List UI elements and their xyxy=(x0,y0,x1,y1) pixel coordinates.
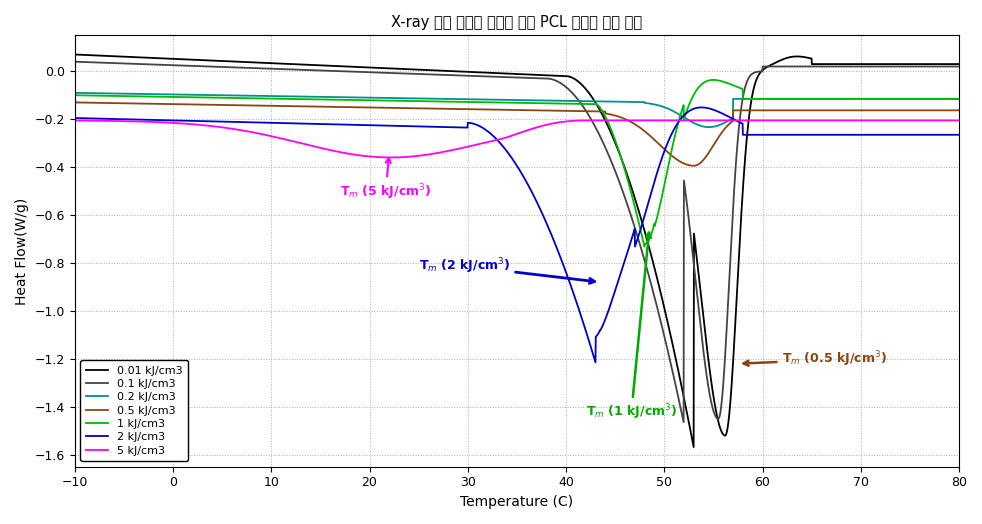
0.01 kJ/cm3 xyxy=(446,68,458,74)
Line: 0.2 kJ/cm3: 0.2 kJ/cm3 xyxy=(75,93,959,127)
Line: 0.01 kJ/cm3: 0.01 kJ/cm3 xyxy=(75,54,959,447)
0.2 kJ/cm3 xyxy=(408,95,419,102)
0.1 kJ/cm3 xyxy=(678,419,689,425)
0.1 kJ/cm3 xyxy=(954,63,965,70)
2 kJ/cm3 xyxy=(222,118,234,125)
0.1 kJ/cm3 xyxy=(408,71,419,77)
0.01 kJ/cm3 xyxy=(170,56,182,62)
0.01 kJ/cm3 xyxy=(69,51,81,58)
5 kJ/cm3 xyxy=(954,117,965,124)
5 kJ/cm3 xyxy=(170,120,182,126)
5 kJ/cm3 xyxy=(409,153,420,159)
Line: 2 kJ/cm3: 2 kJ/cm3 xyxy=(75,107,959,363)
2 kJ/cm3 xyxy=(170,117,182,124)
5 kJ/cm3 xyxy=(69,117,81,124)
0.01 kJ/cm3 xyxy=(954,61,965,67)
0.2 kJ/cm3 xyxy=(936,96,948,102)
1 kJ/cm3 xyxy=(707,77,719,83)
Line: 0.1 kJ/cm3: 0.1 kJ/cm3 xyxy=(75,62,959,422)
2 kJ/cm3 xyxy=(69,115,81,121)
Line: 1 kJ/cm3: 1 kJ/cm3 xyxy=(75,80,959,246)
2 kJ/cm3 xyxy=(954,132,965,138)
Title: X-ray 노광 에너지 차이에 의한 PCL 폴리머 특성 변화: X-ray 노광 에너지 차이에 의한 PCL 폴리머 특성 변화 xyxy=(391,15,642,30)
0.1 kJ/cm3 xyxy=(222,64,234,70)
0.01 kJ/cm3 xyxy=(936,61,948,67)
Line: 5 kJ/cm3: 5 kJ/cm3 xyxy=(75,121,959,158)
0.1 kJ/cm3 xyxy=(841,63,852,70)
1 kJ/cm3 xyxy=(954,96,965,102)
0.1 kJ/cm3 xyxy=(170,62,182,69)
0.5 kJ/cm3 xyxy=(841,107,852,114)
2 kJ/cm3 xyxy=(936,132,948,138)
0.5 kJ/cm3 xyxy=(446,106,458,112)
0.5 kJ/cm3 xyxy=(170,101,182,107)
Text: T$_m$ (0.5 kJ/cm$^3$): T$_m$ (0.5 kJ/cm$^3$) xyxy=(743,350,887,369)
2 kJ/cm3 xyxy=(841,132,852,138)
5 kJ/cm3 xyxy=(841,117,852,124)
2 kJ/cm3 xyxy=(408,123,419,129)
0.2 kJ/cm3 xyxy=(841,96,852,102)
5 kJ/cm3 xyxy=(447,147,459,153)
0.01 kJ/cm3 xyxy=(222,58,234,64)
0.1 kJ/cm3 xyxy=(446,72,458,78)
0.01 kJ/cm3 xyxy=(687,444,699,450)
0.5 kJ/cm3 xyxy=(954,107,965,114)
0.01 kJ/cm3 xyxy=(841,61,852,67)
1 kJ/cm3 xyxy=(222,95,234,101)
0.2 kJ/cm3 xyxy=(170,91,182,97)
Legend: 0.01 kJ/cm3, 0.1 kJ/cm3, 0.2 kJ/cm3, 0.5 kJ/cm3, 1 kJ/cm3, 2 kJ/cm3, 5 kJ/cm3: 0.01 kJ/cm3, 0.1 kJ/cm3, 0.2 kJ/cm3, 0.5… xyxy=(81,360,189,461)
0.01 kJ/cm3 xyxy=(408,66,419,72)
2 kJ/cm3 xyxy=(589,359,601,366)
1 kJ/cm3 xyxy=(936,96,948,102)
0.2 kJ/cm3 xyxy=(703,124,715,130)
1 kJ/cm3 xyxy=(69,92,81,99)
Text: T$_m$ (2 kJ/cm$^3$): T$_m$ (2 kJ/cm$^3$) xyxy=(418,256,594,283)
5 kJ/cm3 xyxy=(579,117,591,124)
1 kJ/cm3 xyxy=(638,243,650,249)
2 kJ/cm3 xyxy=(695,104,707,111)
0.5 kJ/cm3 xyxy=(408,105,419,112)
0.2 kJ/cm3 xyxy=(446,96,458,102)
0.5 kJ/cm3 xyxy=(688,162,700,169)
2 kJ/cm3 xyxy=(446,124,458,130)
X-axis label: Temperature (C): Temperature (C) xyxy=(461,495,573,509)
0.5 kJ/cm3 xyxy=(936,107,948,114)
Text: T$_m$ (1 kJ/cm$^3$): T$_m$ (1 kJ/cm$^3$) xyxy=(585,233,677,422)
Text: T$_m$ (5 kJ/cm$^3$): T$_m$ (5 kJ/cm$^3$) xyxy=(340,158,431,202)
0.1 kJ/cm3 xyxy=(69,59,81,65)
0.2 kJ/cm3 xyxy=(954,96,965,102)
Line: 0.5 kJ/cm3: 0.5 kJ/cm3 xyxy=(75,102,959,166)
0.1 kJ/cm3 xyxy=(936,63,948,70)
1 kJ/cm3 xyxy=(446,99,458,105)
0.2 kJ/cm3 xyxy=(69,90,81,96)
5 kJ/cm3 xyxy=(222,125,234,132)
1 kJ/cm3 xyxy=(170,94,182,100)
5 kJ/cm3 xyxy=(385,155,397,161)
0.5 kJ/cm3 xyxy=(69,99,81,105)
1 kJ/cm3 xyxy=(841,96,852,102)
0.5 kJ/cm3 xyxy=(222,102,234,108)
0.2 kJ/cm3 xyxy=(222,92,234,99)
5 kJ/cm3 xyxy=(936,117,948,124)
Y-axis label: Heat Flow(W/g): Heat Flow(W/g) xyxy=(15,198,29,304)
1 kJ/cm3 xyxy=(408,98,419,104)
